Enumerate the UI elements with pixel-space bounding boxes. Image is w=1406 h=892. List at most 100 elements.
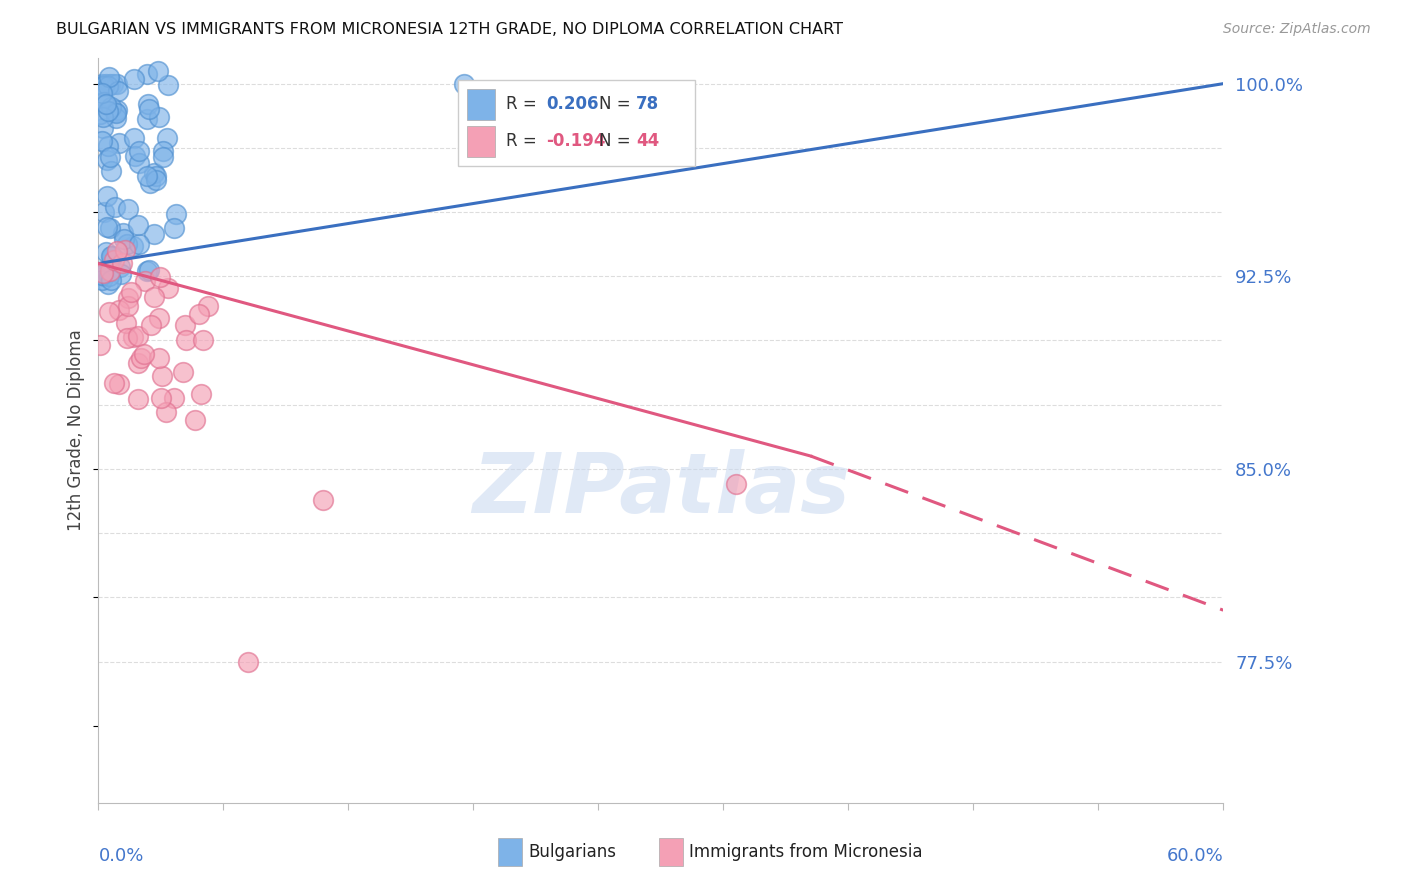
Point xyxy=(94,77,117,91)
Point xyxy=(148,311,170,326)
Point xyxy=(105,106,128,120)
Point xyxy=(149,270,172,285)
Point xyxy=(108,260,131,275)
Point xyxy=(105,112,128,126)
Point xyxy=(107,136,129,151)
Text: -0.194: -0.194 xyxy=(546,132,606,151)
Point xyxy=(117,300,139,314)
Point xyxy=(97,79,120,94)
Point xyxy=(197,300,219,314)
Point xyxy=(139,318,162,333)
Point xyxy=(128,144,150,158)
Text: N =: N = xyxy=(599,132,636,151)
Point xyxy=(128,236,150,251)
Point xyxy=(112,227,135,241)
Point xyxy=(152,150,174,164)
Point xyxy=(98,220,121,235)
Point xyxy=(91,79,114,94)
Point xyxy=(148,110,170,124)
Text: Bulgarians: Bulgarians xyxy=(529,843,616,861)
Point xyxy=(146,63,169,78)
Point xyxy=(97,103,120,118)
Point xyxy=(135,264,157,278)
Text: R =: R = xyxy=(506,132,541,151)
Point xyxy=(143,165,166,179)
Point xyxy=(172,365,194,379)
Point xyxy=(148,351,170,365)
Point xyxy=(94,97,117,112)
Point xyxy=(104,105,127,120)
Bar xyxy=(467,126,495,157)
Point xyxy=(150,369,173,384)
Point xyxy=(93,266,115,280)
Point xyxy=(156,130,179,145)
Point xyxy=(127,356,149,370)
Point xyxy=(90,273,112,287)
Point xyxy=(453,77,475,91)
Point xyxy=(117,331,139,345)
Point xyxy=(90,134,112,148)
Text: Immigrants from Micronesia: Immigrants from Micronesia xyxy=(689,843,922,861)
Point xyxy=(132,347,155,361)
Point xyxy=(165,207,187,221)
Point xyxy=(89,107,111,121)
Point xyxy=(115,236,138,251)
Point xyxy=(117,202,139,216)
Point xyxy=(145,169,167,184)
Point xyxy=(174,333,197,347)
Text: 0.206: 0.206 xyxy=(546,95,599,113)
Text: BULGARIAN VS IMMIGRANTS FROM MICRONESIA 12TH GRADE, NO DIPLOMA CORRELATION CHART: BULGARIAN VS IMMIGRANTS FROM MICRONESIA … xyxy=(56,22,844,37)
Point xyxy=(103,376,125,390)
Point xyxy=(91,86,114,100)
Text: 0.0%: 0.0% xyxy=(98,847,143,865)
Bar xyxy=(658,838,683,866)
Point xyxy=(105,77,128,91)
Point xyxy=(184,413,207,427)
Point xyxy=(96,189,118,203)
Point xyxy=(91,120,114,135)
Point xyxy=(121,239,143,253)
Point xyxy=(104,200,127,214)
Point xyxy=(138,262,160,277)
Point xyxy=(127,392,149,406)
Point xyxy=(152,145,174,159)
Point xyxy=(149,391,172,405)
Point xyxy=(127,218,149,232)
Point xyxy=(89,337,111,351)
Point xyxy=(96,244,118,259)
Point xyxy=(97,277,120,292)
Bar xyxy=(467,88,495,120)
Point xyxy=(136,67,159,81)
Point xyxy=(105,103,128,117)
Point xyxy=(98,150,121,164)
Point xyxy=(136,169,159,183)
Point xyxy=(101,249,124,263)
Text: 60.0%: 60.0% xyxy=(1167,847,1223,865)
Point xyxy=(188,307,211,321)
Point xyxy=(155,405,177,419)
Point xyxy=(112,232,135,246)
Point xyxy=(145,172,167,186)
Point xyxy=(122,131,145,145)
Text: 44: 44 xyxy=(636,132,659,151)
Point xyxy=(163,220,186,235)
Point xyxy=(114,244,136,258)
Text: 78: 78 xyxy=(636,95,659,113)
Point xyxy=(98,263,121,277)
Point xyxy=(96,219,118,234)
Point xyxy=(97,269,120,284)
Point xyxy=(93,268,115,283)
Point xyxy=(103,77,125,91)
Point xyxy=(134,274,156,288)
Point xyxy=(100,100,122,114)
Text: Source: ZipAtlas.com: Source: ZipAtlas.com xyxy=(1223,22,1371,37)
Point xyxy=(93,79,115,94)
Bar xyxy=(498,838,523,866)
Point xyxy=(98,305,121,319)
Point xyxy=(190,387,212,401)
Point xyxy=(136,97,159,112)
FancyBboxPatch shape xyxy=(458,80,695,166)
Point xyxy=(110,256,132,270)
Point xyxy=(97,70,120,84)
Point xyxy=(98,77,121,91)
